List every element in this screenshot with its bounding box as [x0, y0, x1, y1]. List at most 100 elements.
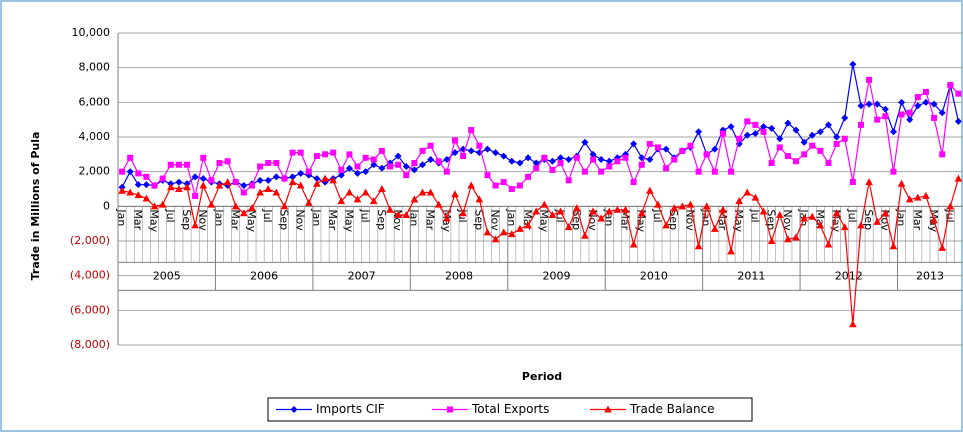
triangle-marker	[451, 190, 459, 198]
square-marker	[809, 142, 816, 149]
square-marker	[687, 142, 694, 149]
x-tick-label: Jul	[943, 208, 956, 222]
x-tick-label: Nov	[294, 209, 307, 231]
x-tick-label: Jul	[748, 208, 761, 222]
square-marker	[476, 142, 483, 149]
triangle-marker	[784, 235, 792, 243]
square-marker	[671, 156, 678, 163]
triangle-marker	[775, 211, 784, 218]
triangle-marker	[491, 235, 500, 243]
triangle-marker	[694, 242, 703, 250]
diamond-marker	[857, 102, 865, 110]
square-marker	[370, 156, 377, 163]
square-marker	[679, 147, 686, 154]
triangle-marker	[759, 207, 768, 215]
diamond-marker	[841, 114, 849, 122]
square-marker	[703, 151, 710, 158]
triangle-marker	[719, 205, 727, 213]
y-tick-label: (6,000)	[70, 303, 110, 316]
square-marker	[460, 153, 467, 160]
square-marker	[866, 76, 873, 83]
triangle-marker	[572, 204, 581, 212]
square-marker	[167, 161, 174, 168]
triangle-marker	[849, 320, 857, 328]
x-tick-label: Jul	[261, 208, 274, 222]
diamond-marker	[849, 60, 857, 68]
triangle-marker	[946, 202, 955, 210]
x-tick-label: May	[245, 209, 258, 232]
triangle-marker	[686, 200, 695, 208]
x-tick-label: Jul	[846, 208, 859, 222]
triangle-marker	[621, 205, 630, 213]
square-marker	[346, 151, 353, 158]
triangle-marker	[678, 202, 687, 210]
x-tick-label: Sep	[862, 209, 875, 230]
triangle-marker	[824, 240, 833, 248]
square-marker	[736, 135, 743, 142]
diamond-marker	[581, 138, 589, 146]
x-tick-label: Mar	[521, 209, 534, 230]
square-marker	[776, 144, 783, 151]
square-marker	[248, 182, 255, 189]
x-tick-label: Mar	[813, 209, 826, 230]
triangle-marker	[459, 209, 467, 217]
square-marker	[192, 192, 199, 199]
diamond-marker	[191, 173, 199, 181]
x-tick-label: Nov	[489, 209, 502, 231]
diamond-marker	[516, 159, 524, 167]
x-tick-label: Nov	[586, 209, 599, 231]
square-marker	[695, 168, 702, 175]
triangle-marker	[914, 193, 922, 201]
square-marker	[719, 130, 726, 137]
diamond-marker	[492, 149, 500, 157]
y-tick-label: 8,000	[79, 61, 111, 74]
diamond-marker	[711, 145, 719, 153]
diamond-marker	[589, 150, 597, 158]
square-marker	[265, 160, 272, 166]
square-marker	[622, 154, 629, 161]
triangle-marker	[938, 243, 946, 251]
square-marker	[573, 154, 580, 161]
diamond-marker	[881, 105, 889, 113]
square-marker	[500, 179, 507, 186]
y-tick-label: 6,000	[79, 95, 111, 108]
triangle-marker	[215, 181, 224, 189]
diamond-marker	[557, 154, 565, 162]
square-marker	[330, 149, 337, 156]
triangle-marker	[508, 230, 516, 238]
square-marker	[793, 158, 800, 165]
triangle-marker	[426, 188, 435, 196]
year-label: 2005	[153, 269, 181, 282]
diamond-marker	[727, 123, 735, 131]
square-marker	[825, 160, 832, 166]
diamond-marker	[776, 135, 784, 143]
diamond-marker	[760, 123, 768, 131]
legend-label: Total Exports	[471, 402, 549, 416]
square-marker	[606, 163, 613, 170]
triangle-marker	[118, 186, 126, 194]
square-marker	[435, 158, 442, 165]
x-tick-label: Sep	[765, 209, 778, 230]
square-marker	[638, 161, 645, 168]
year-label: 2009	[542, 269, 570, 282]
square-marker	[581, 168, 588, 175]
x-tick-label: Mar	[424, 209, 437, 230]
diamond-marker	[175, 178, 183, 186]
triangle-marker	[353, 195, 362, 203]
triangle-marker	[418, 188, 427, 196]
square-marker	[857, 121, 864, 128]
diamond-marker	[800, 138, 808, 146]
x-tick-label: Sep	[472, 209, 485, 230]
x-tick-label: Mar	[131, 209, 144, 230]
triangle-marker	[296, 181, 305, 189]
square-marker	[362, 154, 369, 161]
triangle-marker	[662, 221, 670, 229]
square-marker	[516, 182, 523, 189]
legend-label: Trade Balance	[629, 402, 715, 416]
triangle-marker	[434, 200, 443, 208]
x-tick-label: Mar	[911, 209, 924, 230]
triangle-marker	[743, 188, 752, 196]
triangle-marker	[840, 223, 849, 231]
y-tick-label: 0	[103, 199, 110, 212]
